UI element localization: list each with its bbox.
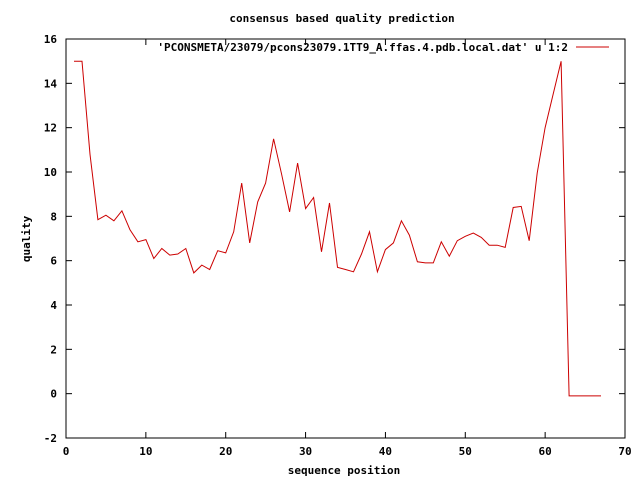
y-tick-label: -2 — [44, 432, 57, 445]
x-tick-label: 10 — [139, 445, 152, 458]
x-tick-label: 30 — [299, 445, 312, 458]
legend-label: 'PCONSMETA/23079/pcons23079.1TT9_A.ffas.… — [157, 41, 568, 54]
x-tick-label: 60 — [539, 445, 552, 458]
x-tick-label: 20 — [219, 445, 232, 458]
x-tick-label: 0 — [63, 445, 70, 458]
y-tick-label: 14 — [44, 77, 58, 90]
y-tick-label: 6 — [50, 255, 57, 268]
x-axis-label: sequence position — [288, 464, 401, 477]
y-tick-label: 2 — [50, 343, 57, 356]
y-tick-label: 10 — [44, 166, 57, 179]
y-tick-label: 16 — [44, 33, 58, 46]
x-tick-label: 70 — [618, 445, 631, 458]
legend: 'PCONSMETA/23079/pcons23079.1TT9_A.ffas.… — [157, 41, 609, 54]
plot-frame — [65, 38, 626, 439]
y-axis: -2 0 2 4 6 8 10 12 14 16 — [44, 33, 625, 445]
y-tick-label: 4 — [50, 299, 57, 312]
chart-title: consensus based quality prediction — [229, 12, 454, 25]
x-tick-label: 40 — [379, 445, 392, 458]
x-axis: 0 10 20 30 40 50 60 70 — [63, 39, 632, 458]
x-tick-label: 50 — [459, 445, 472, 458]
y-tick-label: 0 — [50, 388, 57, 401]
y-tick-label: 8 — [50, 210, 57, 223]
y-tick-label: 12 — [44, 122, 57, 135]
series-layer — [74, 60, 601, 397]
y-axis-label: quality — [20, 215, 33, 262]
series-line — [74, 60, 601, 397]
